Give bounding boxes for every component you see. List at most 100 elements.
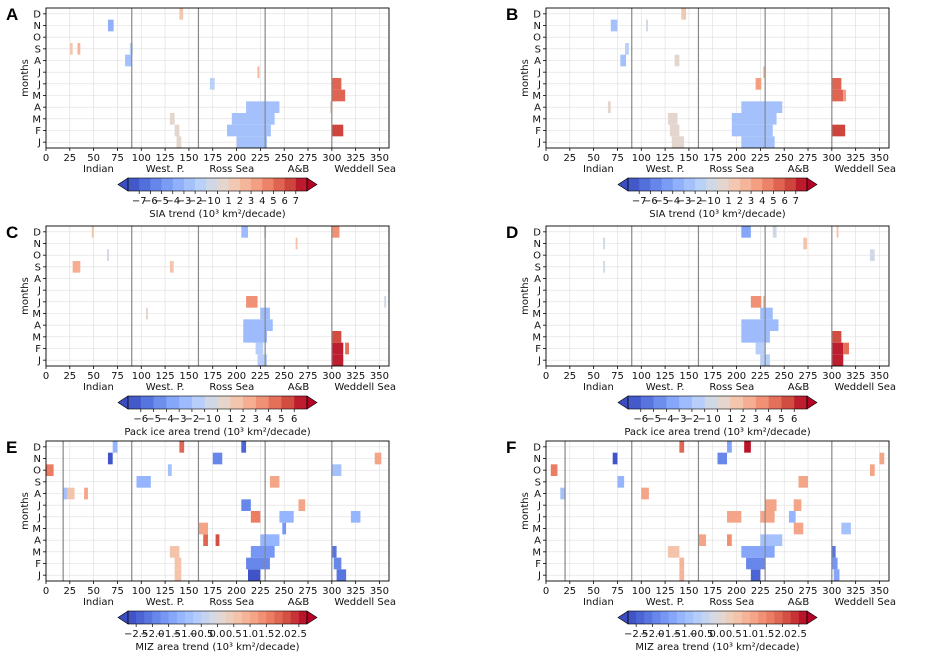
colorbar-segment (201, 611, 210, 624)
region-label: A&B (788, 597, 810, 608)
panel-letter: C (6, 223, 18, 242)
y-tick-label: J (537, 512, 541, 523)
colorbar-segment (695, 178, 707, 191)
colorbar-segment (743, 396, 757, 409)
y-tick-label: S (35, 262, 41, 273)
x-tick-label: 300 (322, 371, 341, 382)
colorbar-tick-label: 6 (291, 414, 297, 425)
data-cell (174, 557, 182, 570)
colorbar-tick-label: −1.5 (157, 629, 181, 640)
data-cell (763, 66, 766, 78)
colorbar-title: SIA trend (10³ km²/decade) (649, 209, 785, 220)
y-tick-label: A (534, 489, 541, 500)
colorbar-segment (628, 396, 642, 409)
x-tick-label: 350 (870, 371, 889, 382)
x-tick-label: 325 (846, 153, 865, 164)
x-tick-label: 175 (203, 371, 222, 382)
colorbar-segment (683, 178, 696, 191)
data-cell (350, 511, 361, 523)
panel-letter: D (506, 223, 518, 242)
colorbar-segment (258, 611, 267, 624)
region-label: Weddell Sea (334, 164, 396, 175)
y-tick-label: S (535, 262, 541, 273)
x-tick-label: 350 (870, 153, 889, 164)
colorbar-segment (717, 396, 731, 409)
y-tick-label: J (37, 512, 41, 523)
colorbar-segment (166, 396, 180, 409)
y-axis-label: months (20, 492, 31, 530)
x-tick-label: 200 (727, 586, 746, 597)
x-tick-label: 25 (563, 586, 576, 597)
data-cell (174, 124, 180, 137)
data-cell (125, 54, 132, 67)
colorbar-tick-label: −1 (197, 414, 212, 425)
colorbar-segment (152, 611, 161, 624)
y-tick-label: F (535, 126, 541, 137)
x-tick-label: 350 (870, 586, 889, 597)
y-tick-label: J (537, 79, 541, 90)
colorbar-segment (193, 611, 202, 624)
y-tick-label: J (37, 356, 41, 367)
y-tick-label: M (532, 524, 541, 535)
data-cell (243, 331, 268, 343)
y-tick-label: J (537, 286, 541, 297)
colorbar-tick-label: −7 (632, 196, 647, 207)
colorbar-segment (628, 611, 637, 624)
x-tick-label: 150 (679, 371, 698, 382)
data-cell (831, 354, 844, 366)
x-tick-label: 100 (132, 371, 151, 382)
data-cell (843, 342, 849, 355)
colorbar-tick-label: 0.0 (210, 629, 226, 640)
data-cell (831, 546, 836, 558)
colorbar-extend-min (117, 177, 129, 192)
colorbar-segment (204, 396, 218, 409)
x-tick-label: 125 (156, 153, 175, 164)
data-cell (179, 441, 185, 453)
colorbar-segment (225, 611, 235, 624)
region-label: A&B (788, 382, 810, 393)
data-cell (169, 113, 175, 125)
colorbar-tick-label: 2 (240, 414, 246, 425)
data-cell (331, 331, 342, 343)
data-cell (84, 487, 88, 500)
panel-letter: E (6, 438, 17, 457)
region-label: Ross Sea (709, 164, 754, 175)
x-tick-label: 25 (63, 586, 76, 597)
data-cell (333, 557, 342, 570)
y-tick-label: A (534, 321, 541, 332)
x-tick-label: 275 (798, 586, 817, 597)
y-tick-label: N (34, 454, 41, 465)
colorbar-segment (739, 178, 752, 191)
x-tick-label: 175 (703, 153, 722, 164)
colorbar-segment (183, 178, 196, 191)
y-tick-label: A (34, 536, 41, 547)
colorbar-segment (290, 611, 300, 624)
data-cell (112, 441, 118, 453)
y-tick-label: J (37, 571, 41, 582)
x-tick-label: 175 (703, 586, 722, 597)
colorbar-segment (150, 178, 162, 191)
x-tick-label: 325 (846, 371, 865, 382)
x-tick-label: 250 (775, 153, 794, 164)
colorbar-segment (672, 178, 685, 191)
x-tick-label: 50 (87, 153, 100, 164)
colorbar-tick-label: 2 (237, 196, 243, 207)
colorbar-segment (679, 396, 693, 409)
colorbar-segment (782, 611, 792, 624)
colorbar-extend-min (617, 610, 629, 625)
colorbar-tick-label: 1.5 (758, 629, 774, 640)
data-cell (741, 226, 751, 238)
colorbar-segment (241, 611, 251, 624)
y-tick-label: N (34, 21, 41, 32)
colorbar-segment (706, 178, 718, 191)
colorbar-segment (284, 178, 297, 191)
data-cell (241, 441, 247, 453)
colorbar-segment (691, 396, 706, 409)
colorbar-tick-label: 0 (714, 196, 720, 207)
region-label: Weddell Sea (834, 164, 896, 175)
colorbar-segment (704, 396, 718, 409)
y-tick-label: O (533, 466, 541, 477)
y-tick-label: F (35, 126, 41, 137)
data-cell (727, 534, 732, 546)
